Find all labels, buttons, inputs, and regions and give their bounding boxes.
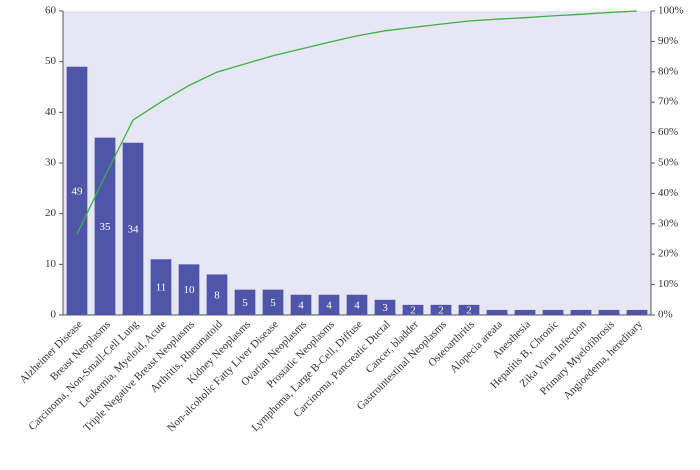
- cumulative-line: [76, 10, 638, 235]
- x-tick-label: Carcinoma, Non-Small-Cell Lung: [26, 318, 141, 433]
- value-label: 2: [466, 304, 472, 316]
- bar: [458, 304, 480, 315]
- bar: [570, 309, 592, 315]
- bar: [374, 299, 396, 315]
- bar: [430, 304, 452, 315]
- y-tick-label: 50: [45, 55, 57, 67]
- y-tick-label: 40: [45, 106, 57, 118]
- value-label: 5: [270, 297, 276, 309]
- bar: [234, 289, 256, 315]
- bar: [626, 309, 648, 315]
- y-tick-label: 10: [45, 258, 57, 270]
- y2-tick-label: 90%: [658, 35, 678, 47]
- bar: [598, 309, 620, 315]
- y2-tick-label: 40%: [658, 187, 678, 199]
- bar: [402, 304, 424, 315]
- value-label: 2: [410, 304, 416, 316]
- y-tick-label: 60: [45, 5, 57, 17]
- value-label: 8: [214, 289, 220, 301]
- bar: [290, 294, 312, 315]
- bar: [150, 259, 172, 315]
- bar: [66, 66, 88, 315]
- value-label: 4: [298, 299, 304, 311]
- value-label: 2: [438, 304, 444, 316]
- y2-tick-label: 100%: [658, 5, 684, 17]
- value-label: 5: [242, 297, 248, 309]
- y-tick-label: 20: [45, 207, 57, 219]
- bar: [346, 294, 368, 315]
- y2-tick-label: 20%: [658, 248, 678, 260]
- y2-tick-label: 50%: [658, 157, 678, 169]
- y2-tick-label: 0%: [658, 309, 673, 321]
- value-label: 4: [354, 299, 360, 311]
- y-tick-label: 30: [45, 157, 57, 169]
- bar: [514, 309, 536, 315]
- y2-tick-label: 60%: [658, 126, 678, 138]
- bar: [206, 274, 228, 315]
- bar: [318, 294, 340, 315]
- bar: [94, 137, 116, 315]
- value-label: 4: [326, 299, 332, 311]
- value-label: 34: [128, 223, 140, 235]
- bar: [542, 309, 564, 315]
- value-label: 11: [156, 282, 167, 294]
- value-label: 10: [184, 284, 196, 296]
- bar: [122, 142, 144, 315]
- y2-tick-label: 30%: [658, 217, 678, 229]
- y-tick-label: 0: [51, 309, 57, 321]
- bar: [178, 264, 200, 315]
- bar: [262, 289, 284, 315]
- y2-tick-label: 80%: [658, 65, 678, 77]
- y2-tick-label: 70%: [658, 96, 678, 108]
- bar: [486, 309, 508, 315]
- value-label: 3: [382, 302, 388, 314]
- value-label: 49: [72, 185, 84, 197]
- value-label: 35: [100, 221, 112, 233]
- y2-tick-label: 10%: [658, 278, 678, 290]
